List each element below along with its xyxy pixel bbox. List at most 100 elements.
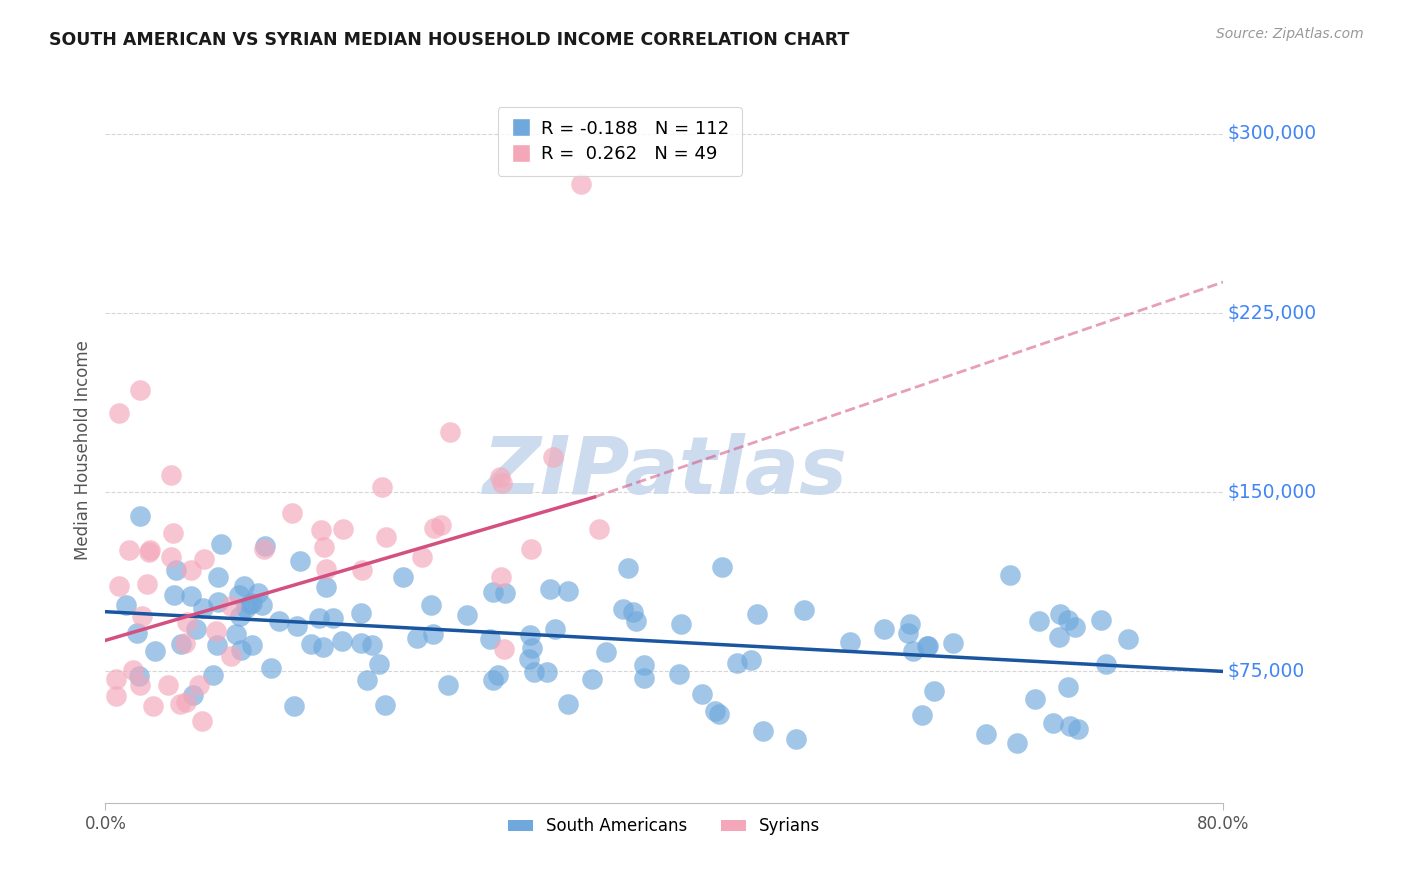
Syrians <box>253 542 276 557</box>
Text: SOUTH AMERICAN VS SYRIAN MEDIAN HOUSEHOLD INCOME CORRELATION CHART: SOUTH AMERICAN VS SYRIAN MEDIAN HOUSEHOL… <box>49 31 849 49</box>
South Americans <box>740 652 762 666</box>
Syrians <box>423 521 446 535</box>
South Americans <box>422 627 444 641</box>
South Americans <box>308 611 330 625</box>
South Americans <box>228 588 250 602</box>
Syrians <box>430 517 453 532</box>
South Americans <box>617 561 640 575</box>
South Americans <box>1005 736 1028 750</box>
Syrians <box>108 579 131 593</box>
Text: Source: ZipAtlas.com: Source: ZipAtlas.com <box>1216 27 1364 41</box>
Syrians <box>309 523 332 537</box>
Syrians <box>193 552 215 566</box>
South Americans <box>350 607 373 621</box>
South Americans <box>1047 631 1070 645</box>
South Americans <box>793 603 815 617</box>
South Americans <box>1095 657 1118 671</box>
Syrians <box>541 450 564 465</box>
South Americans <box>312 640 335 654</box>
Text: $150,000: $150,000 <box>1227 483 1316 502</box>
South Americans <box>517 651 540 665</box>
Syrians <box>569 177 592 191</box>
South Americans <box>581 673 603 687</box>
South Americans <box>350 636 373 650</box>
South Americans <box>202 668 225 682</box>
South Americans <box>671 617 693 632</box>
South Americans <box>392 570 415 584</box>
Syrians <box>131 609 153 624</box>
Syrians <box>191 714 214 728</box>
Syrians <box>176 615 198 629</box>
South Americans <box>785 732 807 747</box>
South Americans <box>181 689 204 703</box>
Syrians <box>160 467 183 482</box>
South Americans <box>115 598 138 612</box>
South Americans <box>922 684 945 698</box>
South Americans <box>1028 615 1050 629</box>
South Americans <box>456 607 478 622</box>
Syrians <box>491 570 513 584</box>
South Americans <box>184 622 207 636</box>
South Americans <box>260 660 283 674</box>
South Americans <box>942 636 965 650</box>
South Americans <box>478 632 501 647</box>
South Americans <box>873 622 896 636</box>
South Americans <box>360 638 382 652</box>
Syrians <box>491 476 513 491</box>
South Americans <box>253 539 276 553</box>
South Americans <box>209 537 232 551</box>
South Americans <box>235 600 257 615</box>
Syrians <box>371 480 394 494</box>
South Americans <box>1116 632 1139 646</box>
South Americans <box>252 598 274 612</box>
South Americans <box>725 657 748 671</box>
Syrians <box>411 550 433 565</box>
Syrians <box>160 549 183 564</box>
South Americans <box>406 631 429 645</box>
South Americans <box>207 569 229 583</box>
South Americans <box>522 640 544 655</box>
South Americans <box>240 638 263 652</box>
South Americans <box>128 668 150 682</box>
South Americans <box>247 586 270 600</box>
Syrians <box>520 541 543 556</box>
Syrians <box>332 522 354 536</box>
South Americans <box>1049 607 1071 621</box>
South Americans <box>239 598 262 612</box>
South Americans <box>1067 722 1090 736</box>
Syrians <box>489 470 512 484</box>
South Americans <box>1059 718 1081 732</box>
South Americans <box>536 665 558 679</box>
Syrians <box>138 545 160 559</box>
South Americans <box>839 635 862 649</box>
South Americans <box>752 724 775 739</box>
South Americans <box>595 645 617 659</box>
South Americans <box>668 667 690 681</box>
South Americans <box>690 687 713 701</box>
South Americans <box>180 589 202 603</box>
South Americans <box>710 559 733 574</box>
Syrians <box>129 678 152 692</box>
Syrians <box>439 425 461 439</box>
South Americans <box>225 627 247 641</box>
Syrians <box>135 577 157 591</box>
South Americans <box>538 582 561 597</box>
South Americans <box>494 586 516 600</box>
South Americans <box>897 626 920 640</box>
South Americans <box>242 596 264 610</box>
South Americans <box>419 598 441 612</box>
South Americans <box>612 601 634 615</box>
South Americans <box>624 614 647 628</box>
Syrians <box>180 563 202 577</box>
Syrians <box>104 672 127 686</box>
Syrians <box>588 522 610 536</box>
South Americans <box>169 637 191 651</box>
Syrians <box>219 599 242 613</box>
South Americans <box>557 584 579 599</box>
Legend: South Americans, Syrians: South Americans, Syrians <box>499 809 830 844</box>
South Americans <box>191 601 214 615</box>
Syrians <box>173 636 195 650</box>
South Americans <box>128 509 150 524</box>
South Americans <box>301 637 323 651</box>
Syrians <box>352 563 374 577</box>
